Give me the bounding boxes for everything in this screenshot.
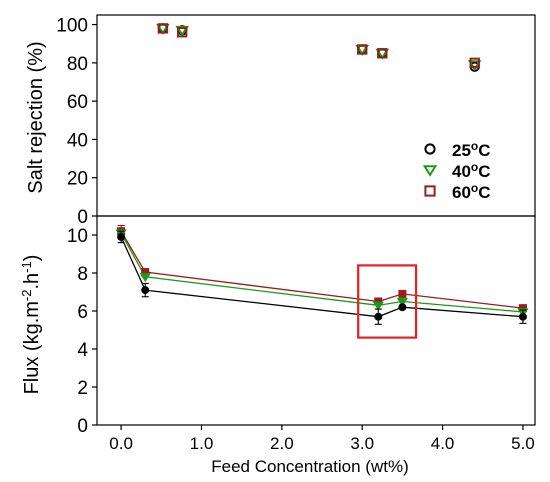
rejection-point-60c-3 bbox=[377, 48, 388, 59]
top-y-tick-label-60: 60 bbox=[67, 92, 88, 113]
legend-label-25c: 25oC bbox=[452, 139, 491, 160]
legend-marker-25c bbox=[424, 143, 436, 155]
flux-point-40c-3 bbox=[396, 297, 408, 307]
top-y-tick-label-0: 0 bbox=[77, 207, 88, 228]
rejection-point-60c-2 bbox=[357, 44, 368, 55]
x-tick-label-5: 5.0 bbox=[511, 434, 535, 453]
rejection-point-40c-1 bbox=[175, 25, 189, 37]
x-tick-label-2: 2.0 bbox=[270, 434, 294, 453]
bottom-y-tick-label-6: 6 bbox=[77, 302, 88, 323]
legend-label-60c: 60oC bbox=[452, 181, 491, 202]
x-axis-label: Feed Concentration (wt%) bbox=[211, 457, 408, 476]
rejection-point-60c-0 bbox=[157, 23, 169, 34]
x-tick-label-3: 3.0 bbox=[350, 434, 374, 453]
rejection-point-40c-4 bbox=[467, 60, 482, 72]
top-y-tick-label-100: 100 bbox=[56, 16, 88, 37]
legend-marker-60c bbox=[424, 185, 436, 197]
rejection-point-60c-4 bbox=[469, 57, 480, 69]
legend-marker-40c bbox=[422, 165, 438, 177]
x-tick-label-4: 4.0 bbox=[431, 434, 455, 453]
rejection-point-60c-1 bbox=[176, 27, 188, 38]
top-y-tick-label-80: 80 bbox=[67, 54, 88, 75]
flux-point-25c-4 bbox=[518, 312, 527, 321]
top-y-tick-label-20: 20 bbox=[67, 169, 88, 190]
flux-line-40c bbox=[120, 232, 524, 313]
flux-line-60c bbox=[120, 230, 524, 309]
top-y-axis-label: Salt rejection (%) bbox=[25, 41, 47, 193]
flux-point-40c-1 bbox=[139, 273, 151, 283]
bottom-plot-frame bbox=[96, 215, 536, 426]
flux-point-25c-2 bbox=[374, 312, 383, 321]
bottom-y-axis-label: Flux (kg.m-2.h-1) bbox=[19, 255, 43, 395]
legend-label-40c: 40oC bbox=[452, 160, 491, 181]
flux-point-25c-0 bbox=[117, 232, 126, 241]
flux-point-40c-2 bbox=[372, 301, 384, 311]
bottom-y-tick-label-8: 8 bbox=[77, 264, 88, 285]
bottom-y-tick-label-0: 0 bbox=[77, 416, 88, 437]
top-y-tick-label-40: 40 bbox=[67, 130, 88, 151]
flux-point-60c-3 bbox=[398, 289, 407, 298]
x-tick-label-0: 0.0 bbox=[109, 434, 133, 453]
bottom-y-tick-label-2: 2 bbox=[77, 378, 88, 399]
highlight-box bbox=[357, 264, 418, 339]
x-tick-label-1: 1.0 bbox=[190, 434, 214, 453]
flux-point-25c-3 bbox=[398, 303, 407, 312]
flux-point-25c-1 bbox=[141, 286, 150, 295]
bottom-y-tick-label-4: 4 bbox=[77, 340, 88, 361]
bottom-y-tick-label-10: 10 bbox=[67, 226, 88, 247]
